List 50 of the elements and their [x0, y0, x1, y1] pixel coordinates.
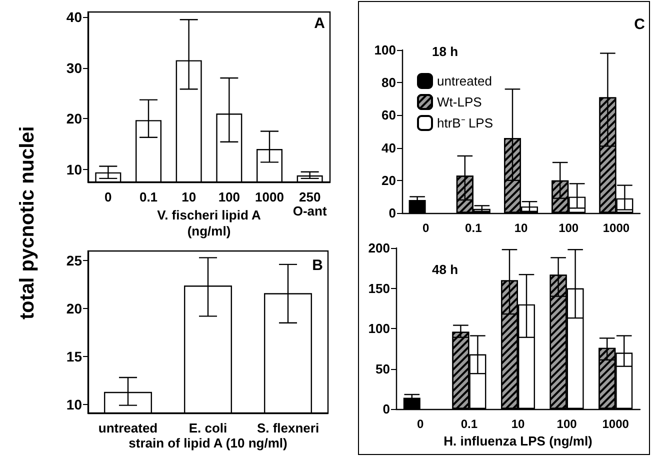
- y-tick-label: 20: [66, 110, 82, 127]
- annotation: 48 h: [432, 262, 458, 277]
- x-axis-title: V. fischeri lipid A (ng/ml): [157, 208, 262, 238]
- x-tick-label: 10: [514, 221, 528, 235]
- x-tick-label: 1000: [602, 221, 630, 235]
- x-tick-label: 1000: [255, 190, 284, 204]
- y-tick-label: 25: [66, 252, 82, 269]
- x-tick-label: 0.1: [460, 417, 478, 431]
- x-tick-label: 0: [104, 190, 112, 204]
- y-tick-label: 100: [368, 321, 390, 336]
- y-tick-label: 200: [368, 240, 390, 256]
- y-tick-label: 40: [66, 9, 82, 26]
- y-tick-label: 0: [382, 402, 390, 416]
- annotation: 18 h: [432, 44, 458, 59]
- annotation: A: [314, 15, 326, 32]
- y-tick-label: 10: [66, 161, 82, 178]
- y-tick-label: 40: [382, 140, 396, 156]
- y-tick-label: 80: [382, 75, 396, 90]
- y-tick-label: 0: [388, 206, 396, 220]
- y-tick-label: 60: [382, 108, 396, 123]
- x-tick-label: 100: [558, 221, 579, 235]
- y-tick-label: 20: [382, 172, 396, 188]
- x-tick-label: 0: [417, 417, 424, 431]
- y-tick-label: 100: [374, 42, 396, 58]
- legend-label: untreated: [437, 74, 492, 88]
- x-tick-label: S. flexneri: [256, 420, 320, 436]
- y-tick-label: 150: [368, 280, 390, 296]
- annotation: B: [312, 257, 324, 274]
- x-tick-label: E. coli: [188, 420, 228, 436]
- legend-label: htrB⁻ LPS: [437, 116, 494, 130]
- x-tick-label: 0: [422, 221, 430, 235]
- x-tick-label: 100: [556, 417, 578, 431]
- x-tick-label: untreated: [98, 420, 158, 436]
- y-tick-label: 50: [376, 361, 390, 376]
- x-tick-label: 10: [511, 417, 525, 431]
- x-tick-label: 100: [218, 190, 240, 204]
- x-axis-title: H. influenza LPS (ng/ml): [444, 434, 592, 448]
- legend-label: Wt-LPS: [437, 94, 482, 110]
- y-axis-title: total pycnotic nuclei: [16, 126, 40, 320]
- x-axis-title: strain of lipid A (10 ng/ml): [128, 436, 288, 450]
- x-tick-label: 10: [182, 190, 196, 204]
- y-tick-label: 10: [66, 396, 82, 412]
- x-tick-label: 0.1: [139, 190, 158, 204]
- x-tick-label: 1000: [602, 417, 630, 431]
- y-tick-label: 30: [66, 60, 82, 76]
- y-tick-label: 20: [66, 300, 82, 317]
- text: C: [634, 16, 646, 33]
- y-tick-label: 15: [66, 348, 82, 364]
- x-tick-label: 250 O-ant: [292, 190, 328, 218]
- x-tick-label: 0.1: [465, 221, 482, 235]
